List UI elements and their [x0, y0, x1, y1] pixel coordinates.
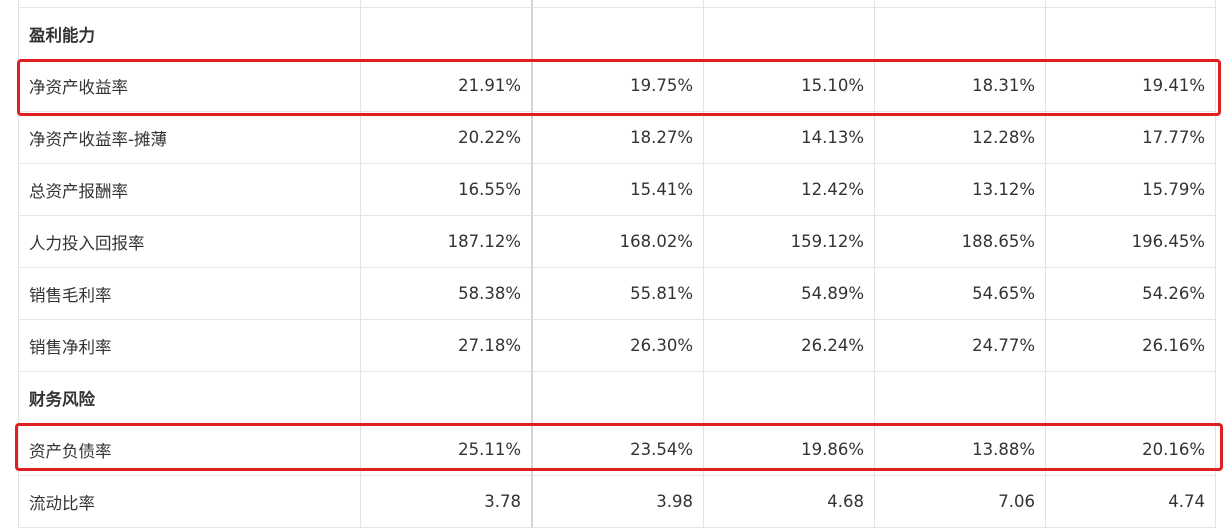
table-cell: 24.77% [874, 320, 1045, 372]
table-row: 销售毛利率 58.38% 55.81% 54.89% 54.65% 54.26% [18, 268, 1217, 320]
section-label: 盈利能力 [18, 8, 360, 60]
table-row: 净资产收益率 21.91% 19.75% 15.10% 18.31% 19.41… [18, 60, 1217, 112]
table-cell: 19.75% [531, 60, 703, 112]
stub-cell [360, 0, 531, 8]
table-cell [874, 372, 1045, 424]
table-cell [531, 372, 703, 424]
table-cell: 26.24% [703, 320, 874, 372]
table-cell: 196.45% [1045, 216, 1216, 268]
table-cell: 27.18% [360, 320, 531, 372]
stub-cell [1045, 0, 1216, 8]
table-cell: 15.10% [703, 60, 874, 112]
table-cell: 3.78 [360, 476, 531, 528]
table-cell: 188.65% [874, 216, 1045, 268]
table-cell [703, 372, 874, 424]
table-cell: 15.41% [531, 164, 703, 216]
table-cell: 12.28% [874, 112, 1045, 164]
table-cell: 54.26% [1045, 268, 1216, 320]
stub-cell [18, 0, 360, 8]
table-cell: 18.27% [531, 112, 703, 164]
table-cell: 17.77% [1045, 112, 1216, 164]
row-label: 销售净利率 [18, 320, 360, 372]
table-cell: 168.02% [531, 216, 703, 268]
row-label: 流动比率 [18, 476, 360, 528]
table-cell: 19.86% [703, 424, 874, 476]
table-cell: 21.91% [360, 60, 531, 112]
table-cell: 20.16% [1045, 424, 1216, 476]
table-cell [703, 8, 874, 60]
table-cell [531, 8, 703, 60]
table-row: 净资产收益率-摊薄 20.22% 18.27% 14.13% 12.28% 17… [18, 112, 1217, 164]
table-cell: 159.12% [703, 216, 874, 268]
table-cell [874, 8, 1045, 60]
section-row-profitability: 盈利能力 [18, 8, 1217, 60]
financial-indicators-table: 盈利能力 净资产收益率 21.91% 19.75% 15.10% 18.31% … [18, 8, 1217, 528]
table-cell: 55.81% [531, 268, 703, 320]
row-label: 总资产报酬率 [18, 164, 360, 216]
table-cell: 18.31% [874, 60, 1045, 112]
table-cell [360, 372, 531, 424]
table-cell: 25.11% [360, 424, 531, 476]
section-label: 财务风险 [18, 372, 360, 424]
stub-cell [531, 0, 703, 8]
table-cell: 19.41% [1045, 60, 1216, 112]
table-row: 人力投入回报率 187.12% 168.02% 159.12% 188.65% … [18, 216, 1217, 268]
table-cell: 20.22% [360, 112, 531, 164]
table-cell: 26.30% [531, 320, 703, 372]
row-label: 资产负债率 [18, 424, 360, 476]
table-cell [1045, 372, 1216, 424]
table-row: 总资产报酬率 16.55% 15.41% 12.42% 13.12% 15.79… [18, 164, 1217, 216]
table-cell: 16.55% [360, 164, 531, 216]
table-cell: 23.54% [531, 424, 703, 476]
table-cell: 13.12% [874, 164, 1045, 216]
table-cell: 58.38% [360, 268, 531, 320]
table-cell: 14.13% [703, 112, 874, 164]
table-cell: 13.88% [874, 424, 1045, 476]
stub-cell [874, 0, 1045, 8]
table-cell [360, 8, 531, 60]
table-cell: 4.68 [703, 476, 874, 528]
table-cell: 3.98 [531, 476, 703, 528]
table-top-stub [18, 0, 1217, 8]
table-cell: 12.42% [703, 164, 874, 216]
table-row: 流动比率 3.78 3.98 4.68 7.06 4.74 [18, 476, 1217, 528]
table-cell [1045, 8, 1216, 60]
table-cell: 15.79% [1045, 164, 1216, 216]
row-label: 销售毛利率 [18, 268, 360, 320]
table-cell: 54.65% [874, 268, 1045, 320]
table-cell: 26.16% [1045, 320, 1216, 372]
table-cell: 54.89% [703, 268, 874, 320]
section-row-financial-risk: 财务风险 [18, 372, 1217, 424]
row-label: 净资产收益率-摊薄 [18, 112, 360, 164]
row-label: 净资产收益率 [18, 60, 360, 112]
stub-cell [703, 0, 874, 8]
table-row: 销售净利率 27.18% 26.30% 26.24% 24.77% 26.16% [18, 320, 1217, 372]
row-label: 人力投入回报率 [18, 216, 360, 268]
table-row: 资产负债率 25.11% 23.54% 19.86% 13.88% 20.16% [18, 424, 1217, 476]
table-cell: 7.06 [874, 476, 1045, 528]
table-cell: 4.74 [1045, 476, 1216, 528]
table-cell: 187.12% [360, 216, 531, 268]
